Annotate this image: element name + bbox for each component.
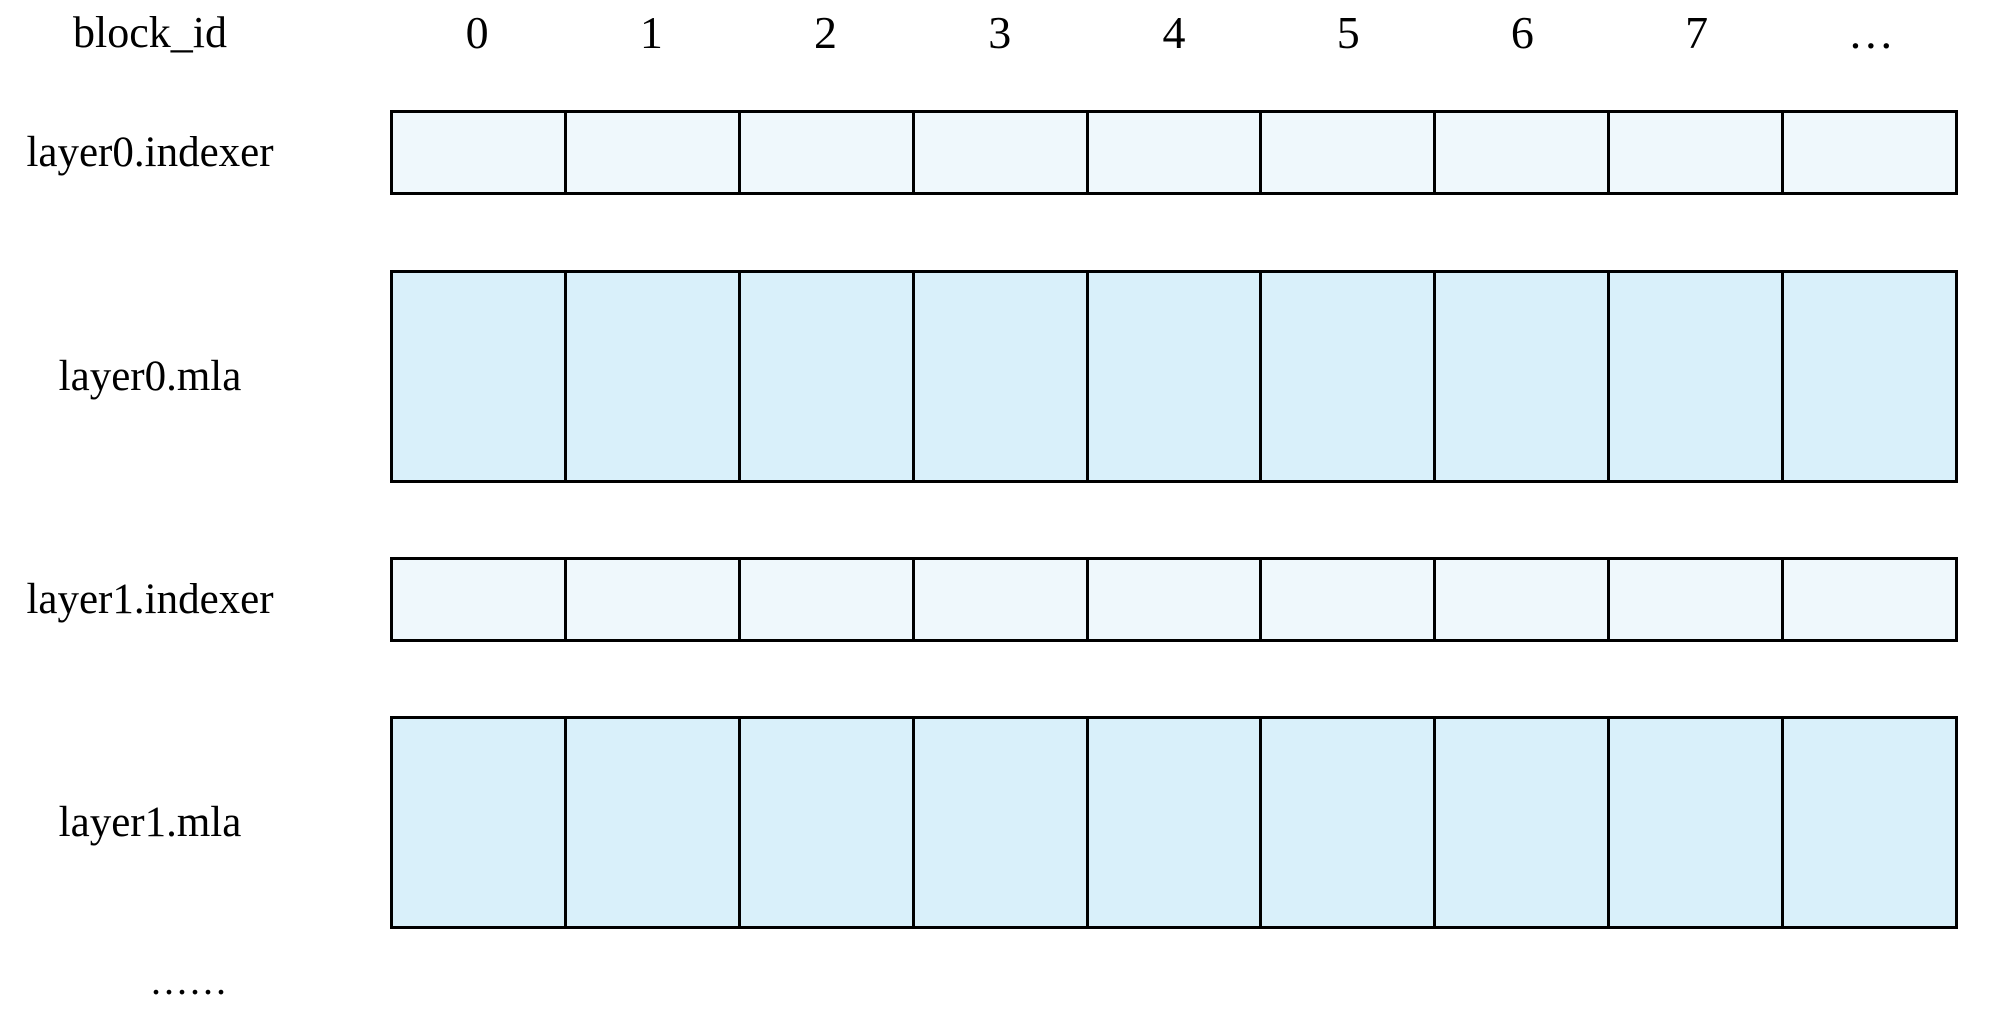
column-header-4: 4	[1162, 6, 1186, 58]
cells-layer0-mla	[390, 270, 1958, 483]
block-cell-layer0.indexer-2	[737, 113, 912, 192]
block-cell-layer1.indexer-4	[1085, 560, 1260, 639]
block-cell-layer1.mla-6	[1433, 719, 1607, 926]
row-label-layer1-indexer: layer1.indexer	[26, 576, 274, 623]
row-layer0-indexer: layer0.indexer	[0, 110, 1958, 195]
block-cell-layer0.mla-3	[911, 273, 1086, 480]
block-cell-layer1.mla-1	[563, 719, 738, 926]
block-cell-layer0.mla-6	[1433, 273, 1607, 480]
cells-layer1-mla	[390, 716, 1958, 929]
block-cell-layer1.mla-2	[737, 719, 912, 926]
block-cell-layer0.mla-0	[393, 273, 564, 480]
block-cell-layer1.indexer-5	[1259, 560, 1433, 639]
block-cell-layer1.indexer-0	[393, 560, 564, 639]
block-cell-layer0.indexer-4	[1085, 113, 1260, 192]
block-cell-layer0.mla-1	[563, 273, 738, 480]
block-cell-layer0.mla-5	[1259, 273, 1433, 480]
row-layer0-mla: layer0.mla	[0, 270, 1958, 483]
column-header-5: 5	[1336, 6, 1360, 58]
block-cell-layer0.indexer-8	[1781, 113, 1955, 192]
cells-layer1-indexer	[390, 557, 1958, 642]
block-cell-layer0.indexer-5	[1259, 113, 1433, 192]
continuation-ellipsis: ......	[151, 957, 229, 1003]
block-cell-layer1.indexer-6	[1433, 560, 1607, 639]
block-cell-layer1.indexer-7	[1607, 560, 1781, 639]
column-header-7: 7	[1685, 6, 1709, 58]
block-cell-layer1.mla-8	[1781, 719, 1955, 926]
column-header-1: 1	[639, 6, 663, 58]
row-label-layer1-mla: layer1.mla	[58, 799, 242, 846]
column-header-3: 3	[988, 6, 1012, 58]
block-cell-layer0.mla-7	[1607, 273, 1781, 480]
block-cell-layer1.indexer-3	[911, 560, 1086, 639]
row-layer1-indexer: layer1.indexer	[0, 557, 1958, 642]
column-header-8: …	[1847, 6, 1894, 58]
block-cell-layer0.indexer-3	[911, 113, 1086, 192]
block-cell-layer1.indexer-8	[1781, 560, 1955, 639]
row-label-layer0-indexer: layer0.indexer	[26, 129, 274, 176]
cells-layer0-indexer	[390, 110, 1958, 195]
block-cell-layer1.mla-3	[911, 719, 1086, 926]
column-header-0: 0	[465, 6, 489, 58]
column-headers: 0 1 2 3 4 5 6 7 …	[390, 6, 1958, 58]
block-cell-layer1.mla-0	[393, 719, 564, 926]
block-cell-layer0.indexer-1	[563, 113, 738, 192]
block-cell-layer1.indexer-1	[563, 560, 738, 639]
block-id-label: block_id	[73, 7, 227, 57]
row-layer1-mla: layer1.mla	[0, 716, 1958, 929]
block-cell-layer1.mla-5	[1259, 719, 1433, 926]
block-cell-layer1.indexer-2	[737, 560, 912, 639]
block-cell-layer0.mla-8	[1781, 273, 1955, 480]
block-cell-layer1.mla-4	[1085, 719, 1260, 926]
block-cell-layer0.mla-2	[737, 273, 912, 480]
column-header-6: 6	[1510, 6, 1534, 58]
block-cell-layer0.mla-4	[1085, 273, 1260, 480]
block-cell-layer0.indexer-7	[1607, 113, 1781, 192]
block-cell-layer0.indexer-0	[393, 113, 564, 192]
column-header-2: 2	[814, 6, 838, 58]
block-cell-layer1.mla-7	[1607, 719, 1781, 926]
header-row: block_id 0 1 2 3 4 5 6 7 …	[0, 6, 1958, 58]
block-cell-layer0.indexer-6	[1433, 113, 1607, 192]
row-label-layer0-mla: layer0.mla	[58, 353, 242, 400]
